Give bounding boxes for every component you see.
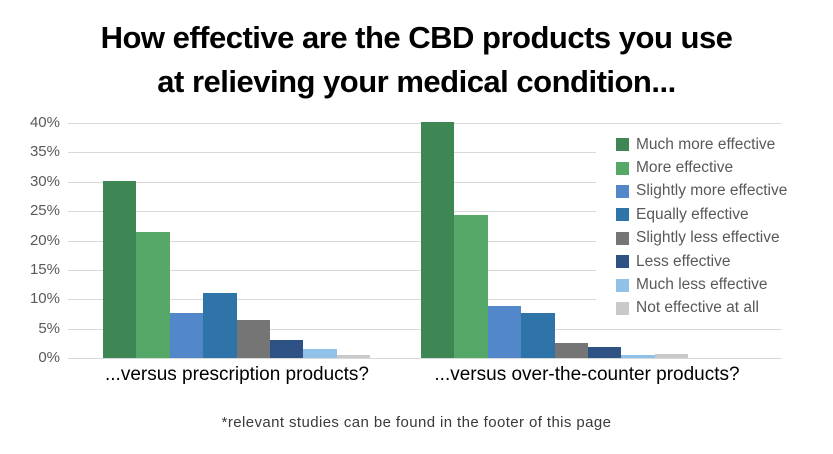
legend-item-much-more-effective: Much more effective bbox=[596, 133, 833, 156]
legend-item-not-effective-at-all: Not effective at all bbox=[596, 297, 833, 320]
y-tick-5: 5% bbox=[38, 319, 60, 337]
gridline-0 bbox=[68, 358, 782, 359]
y-tick-30: 30% bbox=[29, 172, 60, 190]
category-label-over-the-counter: ...versus over-the-counter products? bbox=[434, 364, 740, 385]
legend-item-much-less-effective: Much less effective bbox=[596, 273, 833, 296]
bar-versus-prescription-products-more-effective bbox=[136, 231, 170, 358]
legend-swatch-icon bbox=[616, 278, 629, 292]
y-tick-25: 25% bbox=[29, 202, 60, 220]
bar-versus-over-the-counter-products-slightly-less-effective bbox=[554, 342, 588, 358]
legend: Much more effective More effective Slightl… bbox=[596, 130, 833, 321]
legend-label: Equally effective bbox=[636, 205, 749, 223]
legend-item-less-effective: Less effective bbox=[596, 250, 833, 273]
legend-item-slightly-less-effective: Slightly less effective bbox=[596, 227, 833, 250]
bar-versus-over-the-counter-products-more-effective bbox=[454, 214, 488, 358]
bar-versus-over-the-counter-products-less-effective bbox=[587, 347, 622, 358]
chart-title: How effective are the CBD products you u… bbox=[0, 16, 833, 104]
bar-versus-prescription-products-much-more-effective bbox=[103, 180, 137, 358]
bar-group-prescription bbox=[103, 180, 371, 358]
bar-versus-prescription-products-less-effective bbox=[269, 339, 304, 358]
footnote: *relevant studies can be found in the fo… bbox=[221, 414, 612, 431]
chart-title-line2: at relieving your medical condition... bbox=[157, 64, 676, 99]
legend-swatch-icon bbox=[616, 255, 629, 269]
legend-swatch-icon bbox=[616, 138, 629, 152]
legend-label: Much more effective bbox=[636, 135, 776, 153]
legend-swatch-icon bbox=[616, 231, 629, 245]
y-tick-0: 0% bbox=[38, 349, 60, 366]
legend-label: Slightly less effective bbox=[636, 229, 780, 247]
bar-versus-over-the-counter-products-much-less-effective bbox=[621, 355, 655, 358]
bar-group-over-the-counter bbox=[421, 121, 689, 358]
bar-versus-over-the-counter-products-slightly-more-effective bbox=[487, 306, 522, 358]
plot-area: 40% 35% 30% 25% 20% 15% 10% 5% 0% bbox=[30, 114, 782, 366]
bar-versus-over-the-counter-products-not-effective-at-all bbox=[654, 353, 689, 358]
category-label-prescription: ...versus prescription products? bbox=[104, 364, 369, 385]
legend-label: Less effective bbox=[636, 252, 731, 270]
legend-item-more-effective: More effective bbox=[596, 156, 833, 179]
legend-swatch-icon bbox=[616, 184, 629, 198]
legend-label: Much less effective bbox=[636, 276, 768, 294]
legend-label: Not effective at all bbox=[636, 299, 759, 317]
legend-swatch-icon bbox=[616, 161, 629, 175]
bar-versus-over-the-counter-products-much-more-effective bbox=[421, 121, 455, 358]
legend-label: Slightly more effective bbox=[636, 182, 788, 200]
bar-versus-prescription-products-much-less-effective bbox=[303, 348, 337, 358]
legend-item-slightly-more-effective: Slightly more effective bbox=[596, 180, 833, 203]
y-tick-20: 20% bbox=[29, 231, 60, 249]
y-tick-15: 15% bbox=[29, 260, 60, 278]
legend-item-equally-effective: Equally effective bbox=[596, 203, 833, 226]
bar-versus-prescription-products-slightly-more-effective bbox=[169, 312, 204, 358]
bar-versus-prescription-products-not-effective-at-all bbox=[336, 355, 371, 358]
y-tick-40: 40% bbox=[29, 114, 60, 131]
bar-versus-prescription-products-equally-effective bbox=[203, 293, 237, 358]
bar-versus-over-the-counter-products-equally-effective bbox=[521, 312, 555, 358]
legend-swatch-icon bbox=[616, 301, 629, 315]
y-tick-10: 10% bbox=[29, 290, 60, 308]
legend-label: More effective bbox=[636, 159, 734, 177]
legend-swatch-icon bbox=[616, 208, 629, 222]
bar-versus-prescription-products-slightly-less-effective bbox=[236, 320, 270, 358]
y-tick-35: 35% bbox=[29, 143, 60, 161]
chart-title-line1: How effective are the CBD products you u… bbox=[100, 20, 733, 55]
